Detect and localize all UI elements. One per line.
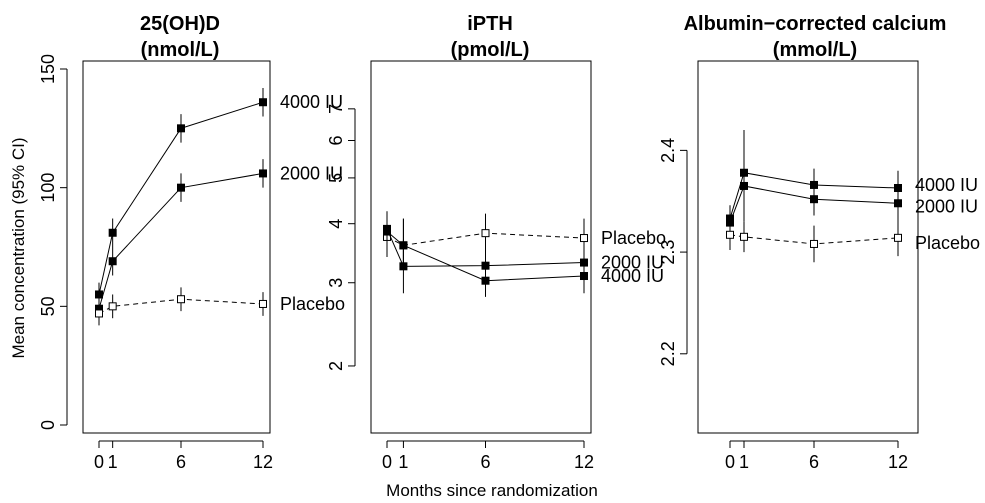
x-tick-label: 0 (94, 452, 104, 472)
series-line (386, 231, 585, 282)
y-tick-label: 2 (326, 361, 346, 371)
series-label: 2000 IU (915, 196, 978, 216)
y-axis-label: Mean concentration (95% CI) (9, 137, 28, 358)
data-point (726, 230, 734, 239)
plot-frame (82, 60, 271, 434)
series-line (729, 234, 899, 245)
y-tick-label: 6 (326, 135, 346, 145)
panel-2: iPTH (pmol/L) 2 3 4 5 6 7 0 1 6 12 Placebo 2000 IU400… (326, 13, 666, 472)
series-2000-iu: 2000 IU (726, 150, 978, 236)
data-point (95, 309, 103, 318)
series-4000-iu: 4000 IU (383, 213, 664, 297)
panel-title: iPTH (467, 13, 513, 35)
x-tick-label: 12 (253, 452, 273, 472)
y-tick-label: 3 (326, 278, 346, 288)
panel-3: Albumin−corrected calcium (mmol/L) 2.2 2.3 2… (658, 13, 980, 472)
series-label: 4000 IU (915, 175, 978, 195)
series-line (98, 101, 264, 295)
data-point (481, 229, 490, 238)
data-point (810, 239, 818, 248)
x-tick-label: 6 (176, 452, 186, 472)
series-line (729, 172, 899, 219)
y-tick-label: 0 (38, 420, 58, 430)
series-placebo: Placebo (95, 287, 345, 326)
series-line (386, 228, 585, 267)
series-line (98, 172, 264, 309)
series-placebo: Placebo (726, 219, 980, 263)
y-tick-label: 2.4 (658, 138, 678, 163)
x-tick-label: 12 (574, 452, 594, 472)
y-tick-label: 150 (38, 54, 58, 84)
series-label: 2000 IU (601, 253, 664, 273)
series-line (98, 298, 264, 314)
series-label: 2000 IU (280, 163, 343, 183)
panel-title: 25(OH)D (140, 13, 220, 35)
data-point (108, 302, 117, 311)
data-point (580, 272, 588, 281)
series-label: Placebo (915, 233, 980, 253)
x-tick-label: 0 (725, 452, 735, 472)
panel-title: Albumin−corrected calcium (684, 13, 947, 35)
plot-frame (370, 60, 592, 434)
data-point (177, 295, 185, 304)
data-point (383, 227, 391, 236)
x-tick-label: 1 (108, 452, 118, 472)
data-point (740, 232, 748, 241)
series-label: 4000 IU (601, 266, 664, 286)
y-tick-label: 4 (326, 219, 346, 229)
y-tick-label: 50 (38, 296, 58, 316)
panel-subtitle: (mmol/L) (773, 39, 857, 61)
x-tick-label: 0 (382, 452, 392, 472)
x-tick-label: 6 (809, 452, 819, 472)
data-point (894, 233, 902, 242)
data-point (108, 257, 117, 266)
data-point (481, 276, 490, 285)
data-point (580, 234, 588, 243)
data-point (259, 169, 267, 178)
data-point (894, 199, 902, 208)
series-label: Placebo (280, 294, 345, 314)
data-point (259, 299, 267, 308)
plot-frame (697, 60, 919, 434)
series-line (729, 185, 899, 223)
y-tick-label: 5 (326, 173, 346, 183)
x-tick-label: 12 (888, 452, 908, 472)
series-label: 4000 IU (280, 92, 343, 112)
data-point (399, 241, 408, 250)
data-point (177, 183, 185, 192)
panel-subtitle: (nmol/L) (141, 39, 220, 61)
series-label: Placebo (601, 228, 666, 248)
x-tick-label: 1 (398, 452, 408, 472)
data-point (259, 98, 267, 107)
series-line (386, 232, 585, 246)
y-tick-label: 7 (326, 104, 346, 114)
x-tick-label: 1 (739, 452, 749, 472)
data-point (740, 181, 748, 190)
x-axis-label: Months since randomization (386, 481, 598, 500)
data-point (810, 195, 818, 204)
y-tick-label: 100 (38, 173, 58, 203)
x-tick-label: 6 (480, 452, 490, 472)
panel-subtitle: (pmol/L) (451, 39, 530, 61)
y-tick-label: 2.2 (658, 341, 678, 366)
data-point (177, 124, 185, 133)
y-tick-label: 2.3 (658, 240, 678, 265)
data-point (108, 228, 117, 237)
